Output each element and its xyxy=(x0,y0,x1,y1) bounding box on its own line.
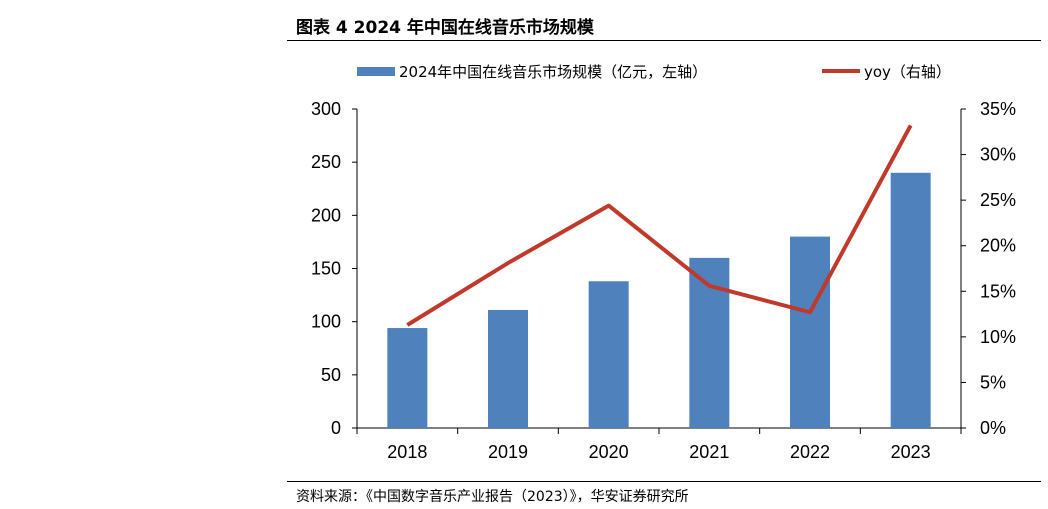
right-tick-label: 15% xyxy=(980,281,1016,301)
x-tick-label: 2018 xyxy=(387,442,427,462)
yoy-polyline xyxy=(406,124,913,327)
left-tick-label: 300 xyxy=(311,99,341,119)
left-tick-label: 50 xyxy=(321,365,341,385)
source-rule xyxy=(287,481,1041,482)
title-rule xyxy=(287,40,1041,41)
right-tick-label: 0% xyxy=(980,418,1006,438)
bar xyxy=(588,281,629,428)
x-tick-label: 2020 xyxy=(589,442,629,462)
right-tick-label: 5% xyxy=(980,372,1006,392)
bar xyxy=(387,328,428,428)
right-tick-label: 30% xyxy=(980,145,1016,165)
left-tick-label: 150 xyxy=(311,259,341,279)
left-tick-label: 100 xyxy=(311,312,341,332)
x-tick-label: 2021 xyxy=(689,442,729,462)
yoy-line xyxy=(406,124,913,327)
figure-title: 图表 4 2024 年中国在线音乐市场规模 xyxy=(296,18,594,38)
right-tick-label: 35% xyxy=(980,99,1016,119)
right-tick-label: 25% xyxy=(980,190,1016,210)
bars xyxy=(387,172,931,428)
legend-swatch-bar xyxy=(357,67,395,76)
bar xyxy=(890,172,931,428)
x-tick-label: 2023 xyxy=(891,442,931,462)
axes xyxy=(352,108,966,434)
legend-label-line: yoy（右轴） xyxy=(864,63,951,81)
left-tick-label: 250 xyxy=(311,152,341,172)
left-tick-label: 0 xyxy=(331,418,341,438)
bar xyxy=(790,236,830,428)
x-tick-label: 2022 xyxy=(790,442,830,462)
source-note: 资料来源：《中国数字音乐产业报告（2023）》，华安证券研究所 xyxy=(296,489,689,505)
legend-label-bar: 2024年中国在线音乐市场规模（亿元，左轴） xyxy=(399,63,707,81)
right-tick-label: 20% xyxy=(980,236,1016,256)
legend: 2024年中国在线音乐市场规模（亿元，左轴） yoy（右轴） xyxy=(357,63,951,81)
right-tick-label: 10% xyxy=(980,327,1016,347)
left-tick-label: 200 xyxy=(311,205,341,225)
tick-labels: 0 50 100 150 200 250 300 0% 5% 10% 15% 20% 25% 30% 35%… xyxy=(311,99,1016,462)
x-tick-label: 2019 xyxy=(488,442,528,462)
bar xyxy=(488,309,528,428)
